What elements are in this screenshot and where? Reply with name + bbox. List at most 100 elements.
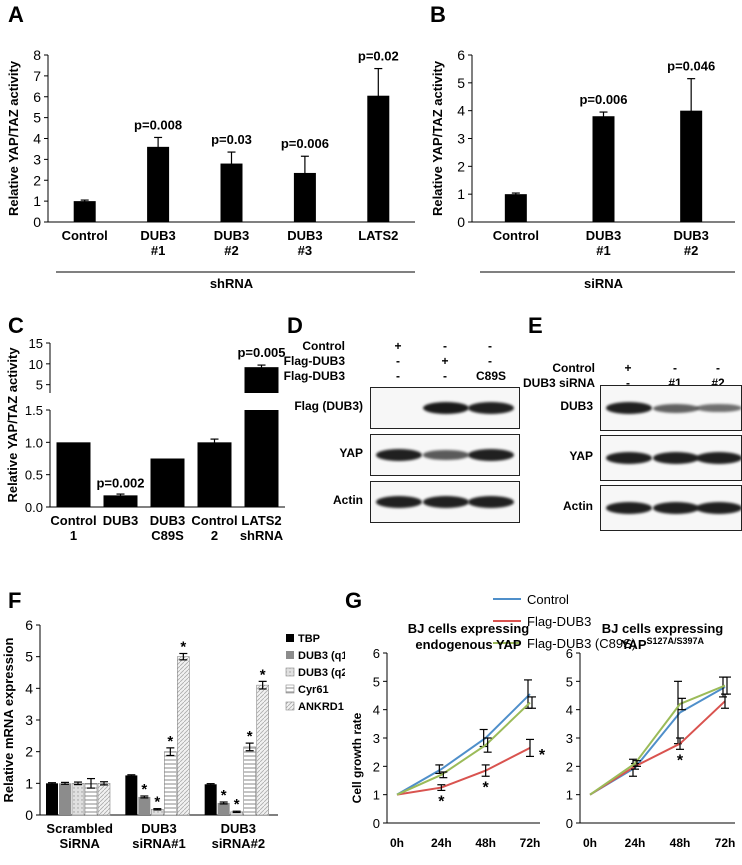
- chart-a-y-tick-label: 8: [33, 47, 41, 63]
- chart-b: 0 1 2 3 4 5 6 Relative YAP/TAZ activity Control D…: [430, 47, 735, 291]
- blot-d-lane-mark: -: [396, 369, 400, 383]
- chart-f-bar: [256, 684, 269, 816]
- chart-a-y-tick-label: 1: [33, 193, 41, 209]
- chart-g2-x-tick-label: 72h: [715, 836, 736, 850]
- panel-label-b: B: [430, 2, 446, 27]
- chart-a-y-tick-label: 4: [33, 131, 41, 147]
- blot-e-lane-mark: -: [673, 361, 677, 375]
- chart-f-significance-star: *: [247, 728, 253, 745]
- chart-f-significance-star: *: [234, 796, 240, 813]
- blot-d-band: [468, 496, 514, 508]
- chart-c-bar: [197, 442, 232, 507]
- panel-label-d: D: [287, 313, 303, 338]
- chart-f-bar: [204, 784, 217, 815]
- chart-g2-y-tick-label: 5: [566, 674, 573, 689]
- chart-a-y-tick-label: 6: [33, 89, 41, 105]
- chart-g1-y-tick-label: 4: [373, 703, 380, 718]
- chart-g1-y-tick-label: 3: [373, 731, 380, 746]
- chart-c-bar: [150, 458, 185, 507]
- chart-a-y-tick-label: 5: [33, 110, 41, 126]
- chart-a-x-tick-label: Control: [62, 228, 108, 243]
- chart-g1-significance-star: *: [539, 747, 546, 764]
- chart-g-legend-label: Control: [527, 592, 569, 607]
- blot-d-blot-label: Actin: [333, 493, 363, 507]
- chart-c: 0.0 0.5 1.0 1.5 5 10 15 Relative YAP/TAZ activi…: [5, 336, 286, 543]
- panel-label-g: G: [345, 588, 363, 613]
- chart-f-significance-star: *: [167, 733, 173, 750]
- chart-g2-y-tick-label: 1: [566, 788, 573, 803]
- blot-e-blot-box: [600, 435, 742, 481]
- chart-c-y-tick-label: 1.5: [25, 403, 43, 418]
- chart-b-y-axis-label: Relative YAP/TAZ activity: [430, 60, 445, 216]
- chart-c-y-axis-label: Relative YAP/TAZ activity: [5, 347, 20, 503]
- blot-e-band: [696, 502, 741, 514]
- chart-c-y-tick-label: 0.0: [25, 500, 43, 515]
- chart-c-x-tick-label: DUB3 C89S: [150, 513, 185, 543]
- chart-g1-series-line: [396, 701, 531, 796]
- chart-a-bar: [220, 163, 243, 222]
- chart-f-bar: [59, 783, 71, 815]
- blot-d-lane-mark: C89S: [476, 369, 507, 383]
- blot-e-band: [653, 502, 699, 514]
- chart-g-legend-label: Flag-DUB3 (C89S): [527, 636, 636, 651]
- chart-g2-y-tick-label: 2: [566, 759, 573, 774]
- chart-a-p-value: p=0.02: [358, 49, 399, 64]
- western-blot-e: Control + - - DUB3 siRNA - #1 #2 DUB3 YAP Actin: [523, 335, 742, 585]
- blot-d-lane-mark: -: [396, 354, 400, 368]
- blot-d-band: [468, 449, 514, 461]
- chart-a-p-value: p=0.006: [281, 136, 329, 151]
- chart-g1-x-tick-label: 72h: [520, 836, 541, 850]
- chart-g2-series-line: [589, 686, 726, 796]
- chart-b-p-value: p=0.046: [667, 59, 715, 74]
- panel-label-f: F: [8, 588, 22, 613]
- chart-f-bar: [97, 783, 111, 816]
- chart-f-y-tick-label: 3: [25, 712, 33, 728]
- blot-d-lane-mark: -: [443, 339, 447, 353]
- blot-d-lane-mark: -: [488, 339, 492, 353]
- chart-g1-y-tick-label: 1: [373, 788, 380, 803]
- chart-c-p-value: p=0.005: [237, 345, 285, 360]
- chart-f-y-tick-label: 2: [25, 744, 33, 760]
- chart-g2-series-line: [589, 700, 726, 796]
- chart-f-legend-label: DUB3 (q1): [298, 650, 345, 662]
- chart-b-y-tick-label: 3: [457, 131, 465, 147]
- blot-d-lane-mark: -: [443, 369, 447, 383]
- chart-c-x-tick-label: Control 2: [191, 513, 237, 543]
- chart-a-x-tick-label: DUB3 #1: [140, 228, 175, 258]
- panel-label-a: A: [8, 2, 24, 27]
- chart-g-y-axis-label: Cell growth rate: [350, 712, 364, 803]
- chart-f-x-tick-label: Scrambled SiRNA: [46, 821, 113, 851]
- blot-d-blot-box: [370, 481, 520, 523]
- western-blot-d: Control + - - Flag-DUB3- + - Flag-DUB3- - C89S Fla…: [284, 335, 530, 585]
- blot-e-band: [606, 452, 652, 464]
- chart-f-y-tick-label: 4: [25, 680, 33, 696]
- blot-d-blot-label: YAP: [339, 446, 363, 460]
- chart-g1-x-tick-label: 48h: [475, 836, 496, 850]
- blot-d-band: [376, 449, 422, 461]
- chart-b-y-tick-label: 5: [457, 75, 465, 91]
- chart-g1-significance-star: *: [483, 779, 490, 796]
- chart-g1-x-tick-label: 0h: [390, 836, 404, 850]
- chart-g2-title-line2: YAPS127A/S397A: [621, 636, 705, 652]
- chart-f-legend-label: ANKRD1: [298, 701, 344, 713]
- blot-e-condition-label: Control: [552, 361, 595, 375]
- chart-a-x-tick-label: DUB3 #3: [287, 228, 322, 258]
- blot-d-lane-mark: +: [394, 339, 402, 353]
- chart-f-x-tick-label: DUB3 siRNA#2: [212, 821, 265, 851]
- chart-f-bar: [46, 783, 58, 815]
- blot-e-blot-box: [600, 485, 742, 531]
- chart-g2-y-tick-label: 6: [566, 646, 573, 661]
- blot-e-band: [653, 403, 699, 413]
- chart-g1-y-tick-label: 6: [373, 646, 380, 661]
- blot-d-lane-mark: -: [488, 354, 492, 368]
- chart-a-bar: [293, 172, 316, 222]
- chart-c-x-tick-label: LATS2 shRNA: [240, 513, 284, 543]
- chart-c-y-tick-label: 10: [29, 357, 43, 372]
- chart-g2-title-line1: BJ cells expressing: [602, 621, 723, 636]
- chart-c-y-tick-label: 5: [36, 378, 43, 393]
- chart-f-bar: [177, 656, 190, 816]
- chart-f-significance-star: *: [260, 666, 266, 683]
- chart-a-bar: [73, 201, 96, 222]
- chart-f-bar: [138, 796, 151, 815]
- chart-f-legend-swatch: [286, 651, 294, 659]
